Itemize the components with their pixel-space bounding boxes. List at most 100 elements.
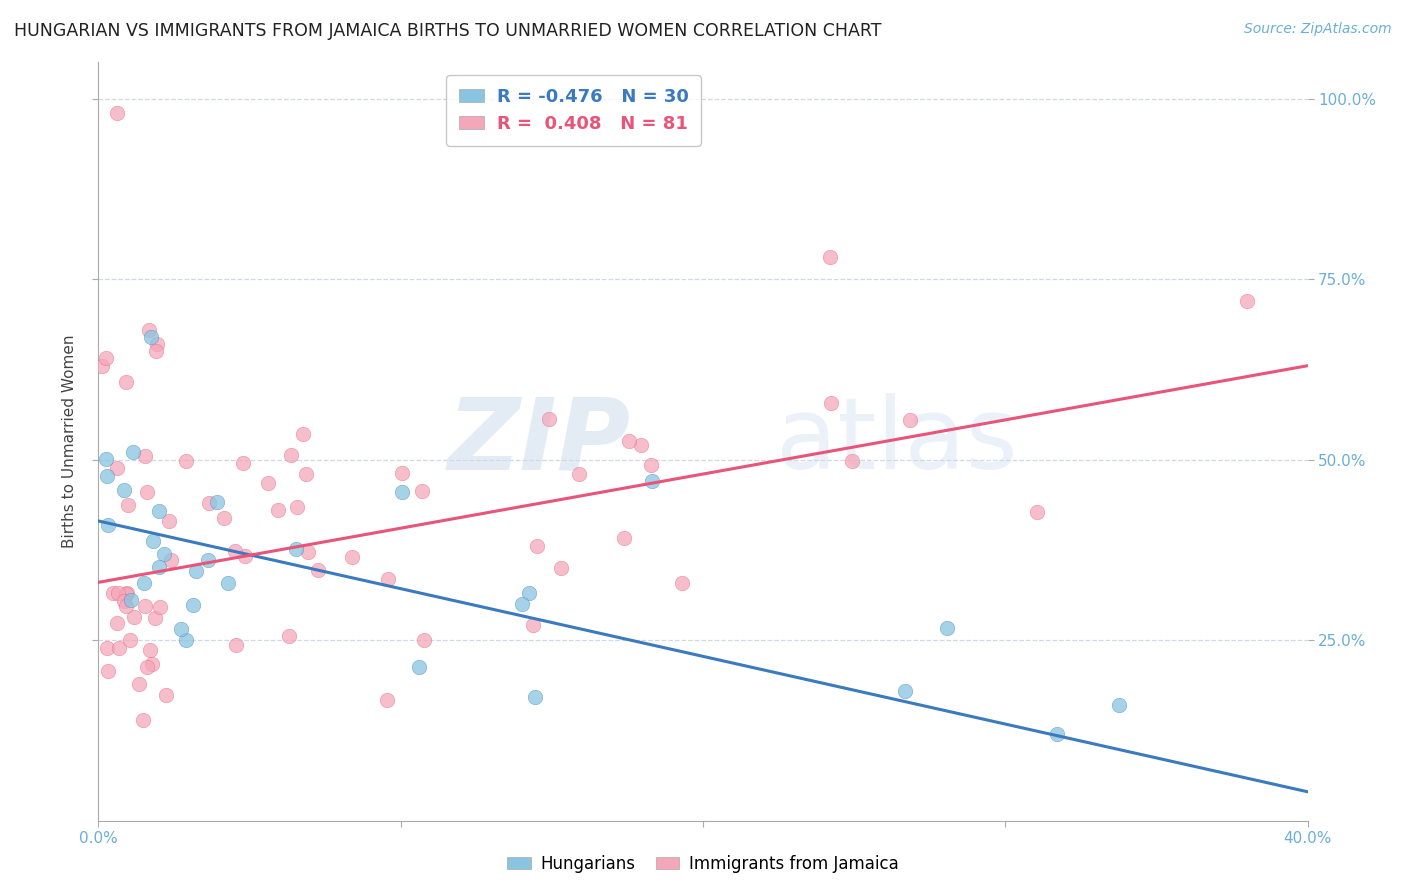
Point <box>128 677 150 691</box>
Point <box>1025 505 1047 519</box>
Point <box>375 693 398 707</box>
Point <box>205 495 228 509</box>
Point <box>134 599 156 613</box>
Point <box>105 461 128 475</box>
Point <box>174 632 197 647</box>
Point <box>278 629 301 643</box>
Point <box>613 531 636 545</box>
Point <box>510 597 533 611</box>
Point <box>101 586 124 600</box>
Point <box>1354 382 1376 396</box>
Point <box>212 511 235 525</box>
Point <box>630 438 652 452</box>
Point <box>112 594 135 608</box>
Point <box>285 500 308 514</box>
Point <box>169 622 191 636</box>
Point <box>198 496 221 510</box>
Point <box>297 544 319 558</box>
Point <box>292 426 315 441</box>
Point <box>342 549 364 564</box>
Point <box>267 503 290 517</box>
Point <box>841 453 863 467</box>
Point <box>97 518 120 533</box>
Point <box>148 504 170 518</box>
Point <box>115 587 138 601</box>
Point <box>898 413 921 427</box>
Point <box>148 559 170 574</box>
Point <box>1046 727 1069 741</box>
Point <box>105 616 128 631</box>
Point <box>217 575 239 590</box>
Point <box>114 375 136 389</box>
Point <box>108 640 131 655</box>
Point <box>184 565 207 579</box>
Point <box>295 467 318 482</box>
Point <box>232 456 254 470</box>
Point <box>391 466 413 480</box>
Point <box>640 458 662 472</box>
Point <box>225 638 247 652</box>
Point <box>1236 293 1258 308</box>
Point <box>894 683 917 698</box>
Point <box>145 344 167 359</box>
Y-axis label: Births to Unmarried Women: Births to Unmarried Women <box>62 334 77 549</box>
Point <box>412 632 434 647</box>
Point <box>122 609 145 624</box>
Point <box>517 586 540 600</box>
Point <box>197 553 219 567</box>
Point <box>820 395 842 409</box>
Point <box>117 499 139 513</box>
Text: ZIP: ZIP <box>447 393 630 490</box>
Point <box>1379 221 1402 235</box>
Point <box>97 664 120 678</box>
Point <box>134 450 156 464</box>
Point <box>256 476 278 491</box>
Point <box>96 641 118 656</box>
Point <box>142 534 165 549</box>
Point <box>90 359 112 373</box>
Point <box>107 586 129 600</box>
Point <box>550 561 572 575</box>
Point <box>641 475 664 489</box>
Text: atlas: atlas <box>776 393 1017 490</box>
Point <box>112 483 135 498</box>
Point <box>377 572 399 586</box>
Point <box>96 351 118 366</box>
Point <box>145 337 167 351</box>
Legend: R = -0.476   N = 30, R =  0.408   N = 81: R = -0.476 N = 30, R = 0.408 N = 81 <box>446 75 702 145</box>
Point <box>118 632 141 647</box>
Point <box>391 484 413 499</box>
Point <box>174 453 197 467</box>
Point <box>135 660 157 674</box>
Point <box>224 543 246 558</box>
Point <box>233 549 256 563</box>
Point <box>284 541 307 556</box>
Point <box>115 599 138 613</box>
Point <box>141 657 163 671</box>
Point <box>155 688 177 702</box>
Point <box>619 434 641 449</box>
Point <box>568 467 591 481</box>
Point <box>307 563 329 577</box>
Point <box>537 412 560 426</box>
Point <box>138 643 160 657</box>
Text: Source: ZipAtlas.com: Source: ZipAtlas.com <box>1244 22 1392 37</box>
Point <box>105 106 128 120</box>
Point <box>160 552 183 566</box>
Point <box>936 621 959 635</box>
Point <box>120 592 142 607</box>
Point <box>526 539 548 553</box>
Point <box>408 660 430 674</box>
Point <box>115 585 138 599</box>
Point <box>671 576 693 591</box>
Point <box>524 690 547 704</box>
Text: HUNGARIAN VS IMMIGRANTS FROM JAMAICA BIRTHS TO UNMARRIED WOMEN CORRELATION CHART: HUNGARIAN VS IMMIGRANTS FROM JAMAICA BIR… <box>14 22 882 40</box>
Point <box>96 452 118 467</box>
Point <box>134 576 156 591</box>
Point <box>522 617 544 632</box>
Legend: Hungarians, Immigrants from Jamaica: Hungarians, Immigrants from Jamaica <box>501 848 905 880</box>
Point <box>132 713 155 727</box>
Point <box>135 484 157 499</box>
Point <box>280 448 302 462</box>
Point <box>1330 333 1353 347</box>
